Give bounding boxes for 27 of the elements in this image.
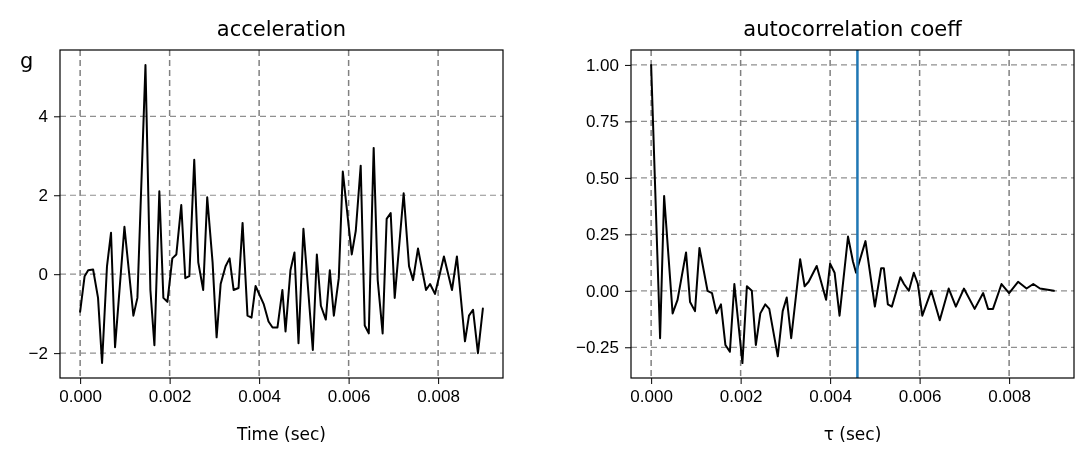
y-tick-label: 0.75 [585, 112, 619, 132]
x-tick-label: 0.006 [327, 387, 371, 407]
y-axis-title: g [20, 49, 34, 73]
x-axis-title: τ (sec) [823, 424, 882, 444]
x-axis-title: Time (sec) [236, 424, 326, 444]
y-tick-label: 0 [38, 265, 48, 285]
y-tick-label: 2 [38, 186, 48, 206]
line-series [650, 63, 1055, 365]
x-tick-label: 0.008 [417, 387, 460, 407]
y-tick-label: −0.25 [575, 338, 619, 358]
y-tick-label: 4 [38, 107, 48, 127]
x-tick-label: 0.002 [719, 387, 763, 407]
y-tick-label: 1.00 [585, 55, 619, 75]
y-tick-label: 0.00 [585, 281, 619, 301]
y-tick-label: −2 [28, 344, 48, 364]
x-tick-label: 0.004 [238, 387, 281, 407]
x-tick-label: 0.006 [898, 387, 942, 407]
x-tick-label: 0.002 [148, 387, 192, 407]
chart-title: acceleration [216, 17, 347, 41]
x-tick-label: 0.000 [59, 387, 102, 407]
x-tick-label: 0.008 [988, 387, 1031, 407]
y-tick-label: 0.50 [585, 168, 619, 188]
x-tick-label: 0.004 [809, 387, 852, 407]
y-tick-label: 0.25 [585, 225, 619, 245]
line-series [79, 64, 484, 364]
x-tick-label: 0.000 [630, 387, 673, 407]
chart-title: autocorrelation coeff [743, 17, 963, 41]
